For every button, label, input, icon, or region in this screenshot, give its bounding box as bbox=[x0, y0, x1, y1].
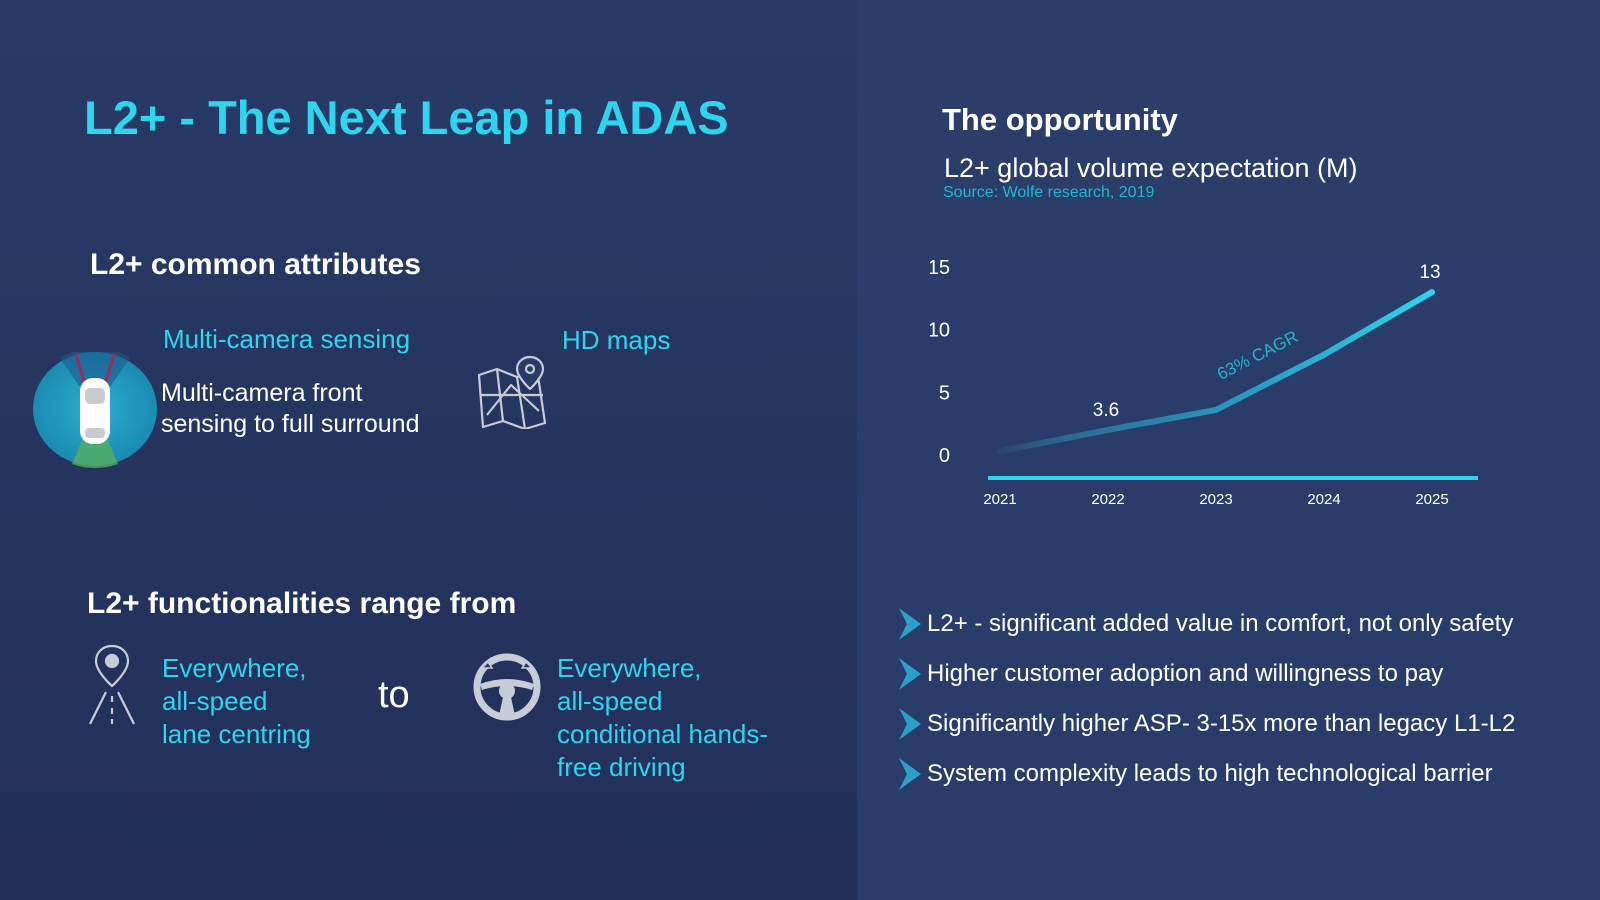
steering-wheel-icon bbox=[472, 652, 542, 722]
data-label: 13 bbox=[1419, 262, 1440, 283]
bullet-text: Higher customer adoption and willingness… bbox=[927, 660, 1444, 687]
attributes-heading: L2+ common attributes bbox=[90, 248, 421, 281]
y-tick-label: 15 bbox=[930, 257, 950, 279]
map-pin-icon bbox=[475, 355, 551, 431]
camera-description-line1: Multi-camera front bbox=[161, 379, 363, 407]
to-line1: Everywhere, bbox=[557, 653, 702, 683]
bullet-item: Higher customer adoption and willingness… bbox=[895, 654, 1443, 694]
chevron-right-icon bbox=[899, 758, 921, 790]
bullet-item: L2+ - significant added value in comfort… bbox=[895, 604, 1513, 644]
bullet-item: Significantly higher ASP- 3-15x more tha… bbox=[895, 704, 1515, 744]
x-tick-label: 2023 bbox=[1199, 491, 1232, 508]
camera-label: Multi-camera sensing bbox=[163, 324, 411, 354]
bullet-text: Significantly higher ASP- 3-15x more tha… bbox=[927, 710, 1516, 737]
x-tick-label: 2021 bbox=[983, 491, 1016, 508]
functionalities-heading: L2+ functionalities range from bbox=[87, 587, 517, 620]
y-tick-label: 5 bbox=[939, 382, 950, 404]
from-line1: Everywhere, bbox=[162, 653, 307, 683]
data-label: 3.6 bbox=[1093, 400, 1119, 421]
from-line3: lane centring bbox=[162, 719, 311, 749]
series-line bbox=[997, 289, 1435, 455]
y-tick-label: 0 bbox=[939, 445, 950, 467]
car-camera-coverage-icon bbox=[32, 347, 162, 472]
chevron-right-icon bbox=[899, 658, 921, 690]
chart-title: L2+ global volume expectation (M) bbox=[944, 153, 1358, 183]
chart-source: Source: Wolfe research, 2019 bbox=[943, 184, 1155, 201]
chevron-right-icon bbox=[899, 608, 921, 640]
chevron-right-icon bbox=[899, 708, 921, 740]
from-line2: all-speed bbox=[162, 686, 268, 716]
x-tick-label: 2024 bbox=[1307, 491, 1340, 508]
to-line3: conditional hands- bbox=[557, 719, 769, 749]
page-title: L2+ - The Next Leap in ADAS bbox=[84, 91, 729, 144]
maps-label: HD maps bbox=[562, 325, 671, 355]
opportunity-heading: The opportunity bbox=[942, 102, 1178, 137]
camera-description-line2: sensing to full surround bbox=[161, 410, 420, 438]
to-line4: free driving bbox=[557, 752, 686, 782]
y-tick-label: 10 bbox=[930, 320, 950, 342]
connector-to: to bbox=[378, 674, 410, 716]
to-line2: all-speed bbox=[557, 686, 663, 716]
bullet-text: L2+ - significant added value in comfort… bbox=[927, 610, 1514, 637]
bullet-item: System complexity leads to high technolo… bbox=[895, 754, 1493, 794]
x-tick-label: 2022 bbox=[1091, 491, 1124, 508]
x-tick-label: 2025 bbox=[1415, 491, 1448, 508]
left-panel bbox=[0, 0, 857, 900]
bullet-text: System complexity leads to high technolo… bbox=[927, 760, 1493, 787]
lane-location-icon bbox=[86, 644, 138, 726]
right-panel bbox=[857, 0, 1600, 900]
